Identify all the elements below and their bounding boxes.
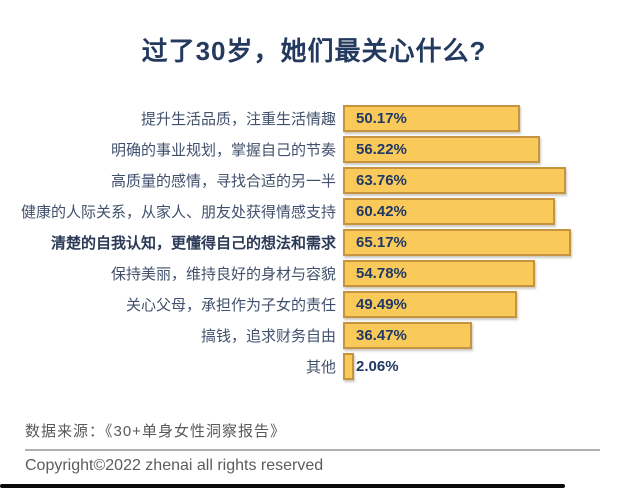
bar: 65.17%	[343, 229, 572, 256]
value-label: 2.06%	[356, 358, 399, 375]
category-label: 其他	[305, 359, 336, 376]
category-label: 明确的事业规划，掌握自己的节奏	[110, 142, 336, 159]
bar-track: 49.49%	[343, 291, 570, 318]
value-label: 65.17%	[356, 234, 407, 251]
bar-row: 提升生活品质，注重生活情趣 50.17%	[7, 105, 628, 132]
bar-row: 高质量的感情，寻找合适的另一半 63.76%	[7, 167, 628, 194]
bar-row: 保持美丽，维持良好的身材与容貌 54.78%	[7, 260, 628, 287]
bar: 63.76%	[343, 167, 567, 194]
bar-row: 关心父母，承担作为子女的责任 49.49%	[7, 291, 628, 318]
bar: 2.06%	[343, 353, 399, 380]
bar: 60.42%	[343, 198, 555, 225]
category-label: 关心父母，承担作为子女的责任	[125, 297, 336, 314]
value-label: 36.47%	[356, 327, 407, 344]
category-label: 健康的人际关系，从家人、朋友处获得情感支持	[20, 204, 336, 221]
category-label: 高质量的感情，寻找合适的另一半	[110, 173, 336, 190]
value-label: 56.22%	[356, 141, 407, 158]
bottom-border-line	[0, 484, 565, 488]
bar-track: 54.78%	[343, 260, 570, 287]
footer: 数据来源：《30+单身女性洞察报告》 Copyright©2022 zhenai…	[25, 420, 603, 475]
category-label: 清楚的自我认知，更懂得自己的想法和需求	[50, 235, 336, 252]
bar-chart: 提升生活品质，注重生活情趣 50.17% 明确的事业规划，掌握自己的节奏 56.…	[0, 105, 628, 380]
bar: 36.47%	[343, 322, 473, 349]
value-label: 50.17%	[356, 110, 407, 127]
bar: 56.22%	[343, 136, 541, 163]
category-label: 提升生活品质，注重生活情趣	[140, 111, 336, 128]
bar-track: 56.22%	[343, 136, 570, 163]
bar-track: 50.17%	[343, 105, 570, 132]
data-source-text: 数据来源：《30+单身女性洞察报告》	[25, 423, 286, 440]
bar: 50.17%	[343, 105, 520, 132]
bar-track: 65.17%	[343, 229, 572, 256]
bar-row: 搞钱，追求财务自由 36.47%	[7, 322, 628, 349]
bar-row: 明确的事业规划，掌握自己的节奏 56.22%	[7, 136, 628, 163]
bar-track: 36.47%	[343, 322, 570, 349]
bar-track: 63.76%	[343, 167, 570, 194]
category-label: 搞钱，追求财务自由	[200, 328, 336, 345]
bar-row: 健康的人际关系，从家人、朋友处获得情感支持 60.42%	[7, 198, 628, 225]
value-label: 60.42%	[356, 203, 407, 220]
bar-track: 60.42%	[343, 198, 570, 225]
value-label: 49.49%	[356, 296, 407, 313]
bar-row: 其他 2.06%	[7, 353, 628, 380]
value-label: 63.76%	[356, 172, 407, 189]
bar: 49.49%	[343, 291, 518, 318]
bar-row: 清楚的自我认知，更懂得自己的想法和需求 65.17%	[7, 229, 628, 256]
footer-divider	[25, 449, 600, 451]
category-label: 保持美丽，维持良好的身材与容貌	[110, 266, 336, 283]
bar: 54.78%	[343, 260, 536, 287]
bar-track: 2.06%	[343, 353, 570, 380]
chart-title: 过了30岁，她们最关心什么?	[141, 36, 487, 66]
copyright-text: Copyright©2022 zhenai all rights reserve…	[25, 457, 324, 474]
value-label: 54.78%	[356, 265, 407, 282]
